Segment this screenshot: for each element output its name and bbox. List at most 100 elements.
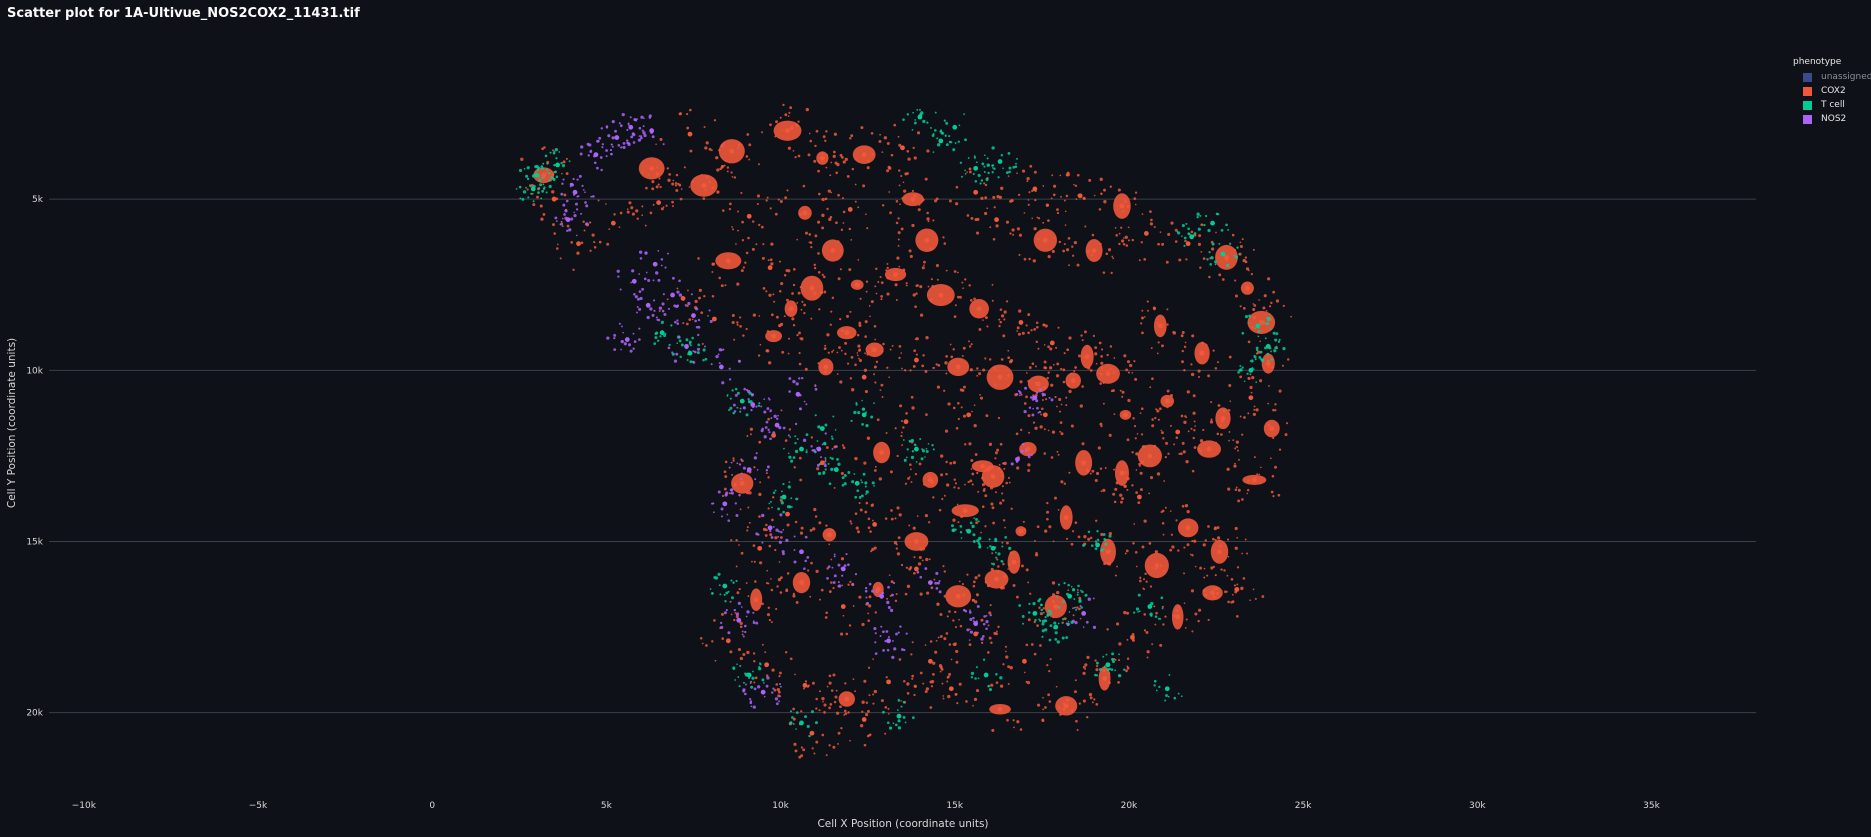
- legend-item-cox2[interactable]: COX2: [1793, 84, 1871, 98]
- data-point-cox2[interactable]: [830, 248, 836, 253]
- data-point-t-cell[interactable]: [938, 138, 944, 144]
- data-point-t-cell[interactable]: [722, 583, 728, 589]
- data-point-t-cell[interactable]: [854, 480, 860, 486]
- data-point-cox2[interactable]: [980, 463, 986, 469]
- data-point-t-cell[interactable]: [555, 162, 561, 168]
- data-point-nos2[interactable]: [722, 501, 728, 507]
- data-point-nos2[interactable]: [795, 391, 801, 397]
- data-point-t-cell[interactable]: [914, 446, 919, 452]
- data-point-cox2[interactable]: [1234, 587, 1240, 592]
- data-point-cox2[interactable]: [1175, 429, 1181, 435]
- data-point-t-cell[interactable]: [819, 426, 825, 431]
- data-point-t-cell[interactable]: [1067, 593, 1073, 599]
- data-point-t-cell[interactable]: [687, 350, 693, 356]
- data-point-cox2[interactable]: [1077, 193, 1083, 199]
- data-point-cox2[interactable]: [785, 128, 790, 134]
- data-point-nos2[interactable]: [746, 467, 752, 473]
- data-point-cox2[interactable]: [1123, 412, 1128, 418]
- data-point-t-cell[interactable]: [1147, 604, 1153, 609]
- data-point-t-cell[interactable]: [799, 720, 804, 726]
- data-point-nos2[interactable]: [652, 261, 658, 267]
- data-point-cox2[interactable]: [757, 545, 763, 551]
- data-point-cox2[interactable]: [746, 213, 752, 219]
- data-point-nos2[interactable]: [670, 292, 675, 298]
- data-point-t-cell[interactable]: [1095, 542, 1100, 548]
- data-point-cox2[interactable]: [1119, 203, 1125, 209]
- data-point-t-cell[interactable]: [966, 528, 972, 534]
- data-point-cox2[interactable]: [924, 237, 930, 243]
- data-point-cox2[interactable]: [1049, 340, 1055, 346]
- data-point-cox2[interactable]: [799, 580, 804, 585]
- data-point-nos2[interactable]: [1015, 456, 1020, 462]
- data-point-cox2[interactable]: [1258, 320, 1264, 325]
- data-point-cox2[interactable]: [997, 374, 1003, 380]
- data-point-t-cell[interactable]: [781, 494, 787, 500]
- data-point-cox2[interactable]: [994, 576, 999, 582]
- data-point-cox2[interactable]: [809, 730, 815, 736]
- data-point-t-cell[interactable]: [983, 672, 989, 678]
- data-point-cox2[interactable]: [771, 333, 777, 339]
- data-point-cox2[interactable]: [875, 587, 881, 592]
- data-point-cox2[interactable]: [1210, 590, 1215, 596]
- data-point-cox2[interactable]: [1175, 614, 1181, 620]
- legend-item-t-cell[interactable]: T cell: [1793, 98, 1871, 112]
- data-point-cox2[interactable]: [802, 682, 808, 688]
- data-point-nos2[interactable]: [767, 525, 773, 531]
- data-point-cox2[interactable]: [1206, 446, 1212, 452]
- data-point-cox2[interactable]: [576, 241, 581, 247]
- data-point-cox2[interactable]: [819, 460, 825, 466]
- data-point-cox2[interactable]: [1217, 549, 1222, 555]
- data-point-cox2[interactable]: [1025, 446, 1031, 452]
- data-point-cox2[interactable]: [886, 679, 891, 685]
- data-point-cox2[interactable]: [903, 419, 909, 425]
- data-point-cox2[interactable]: [826, 532, 832, 538]
- data-point-nos2[interactable]: [750, 402, 756, 407]
- data-point-cox2[interactable]: [893, 272, 898, 277]
- data-point-cox2[interactable]: [823, 364, 829, 370]
- data-point-t-cell[interactable]: [659, 330, 665, 336]
- data-point-cox2[interactable]: [990, 474, 996, 479]
- data-point-cox2[interactable]: [1265, 361, 1271, 366]
- data-point-cox2[interactable]: [861, 152, 867, 158]
- data-point-cox2[interactable]: [1136, 494, 1142, 500]
- data-point-t-cell[interactable]: [997, 159, 1003, 164]
- data-point-cox2[interactable]: [1018, 528, 1024, 534]
- data-point-cox2[interactable]: [788, 306, 794, 312]
- data-point-cox2[interactable]: [771, 432, 777, 438]
- data-point-nos2[interactable]: [886, 638, 891, 644]
- data-point-t-cell[interactable]: [1210, 220, 1215, 226]
- data-point-cox2[interactable]: [1091, 248, 1097, 253]
- data-point-cox2[interactable]: [955, 364, 961, 370]
- data-point-nos2[interactable]: [1081, 611, 1087, 616]
- data-point-cox2[interactable]: [729, 148, 735, 154]
- data-point-cox2[interactable]: [1147, 453, 1153, 459]
- data-point-cox2[interactable]: [914, 566, 919, 572]
- data-point-cox2[interactable]: [739, 480, 745, 486]
- data-point-nos2[interactable]: [565, 217, 571, 223]
- data-point-cox2[interactable]: [844, 330, 850, 336]
- data-point-nos2[interactable]: [645, 302, 651, 308]
- data-point-cox2[interactable]: [872, 347, 878, 353]
- data-point-t-cell[interactable]: [530, 186, 536, 192]
- data-point-cox2[interactable]: [879, 450, 884, 455]
- data-point-t-cell[interactable]: [739, 398, 745, 404]
- data-point-nos2[interactable]: [840, 566, 846, 572]
- data-point-cox2[interactable]: [656, 200, 662, 205]
- data-point-cox2[interactable]: [840, 604, 846, 609]
- data-point-cox2[interactable]: [994, 217, 999, 223]
- data-point-nos2[interactable]: [760, 689, 766, 695]
- data-point-cox2[interactable]: [948, 686, 954, 692]
- data-point-cox2[interactable]: [997, 706, 1003, 712]
- data-point-cox2[interactable]: [809, 285, 815, 291]
- data-point-cox2[interactable]: [1042, 237, 1048, 243]
- data-point-nos2[interactable]: [593, 152, 599, 158]
- data-point-nos2[interactable]: [816, 446, 822, 452]
- data-point-cox2[interactable]: [976, 306, 982, 312]
- data-point-nos2[interactable]: [628, 124, 634, 130]
- data-point-t-cell[interactable]: [833, 467, 839, 473]
- data-point-nos2[interactable]: [879, 593, 884, 599]
- data-point-cox2[interactable]: [687, 131, 693, 137]
- data-point-t-cell[interactable]: [1189, 234, 1195, 240]
- data-point-cox2[interactable]: [649, 165, 655, 171]
- data-point-cox2[interactable]: [1220, 415, 1226, 421]
